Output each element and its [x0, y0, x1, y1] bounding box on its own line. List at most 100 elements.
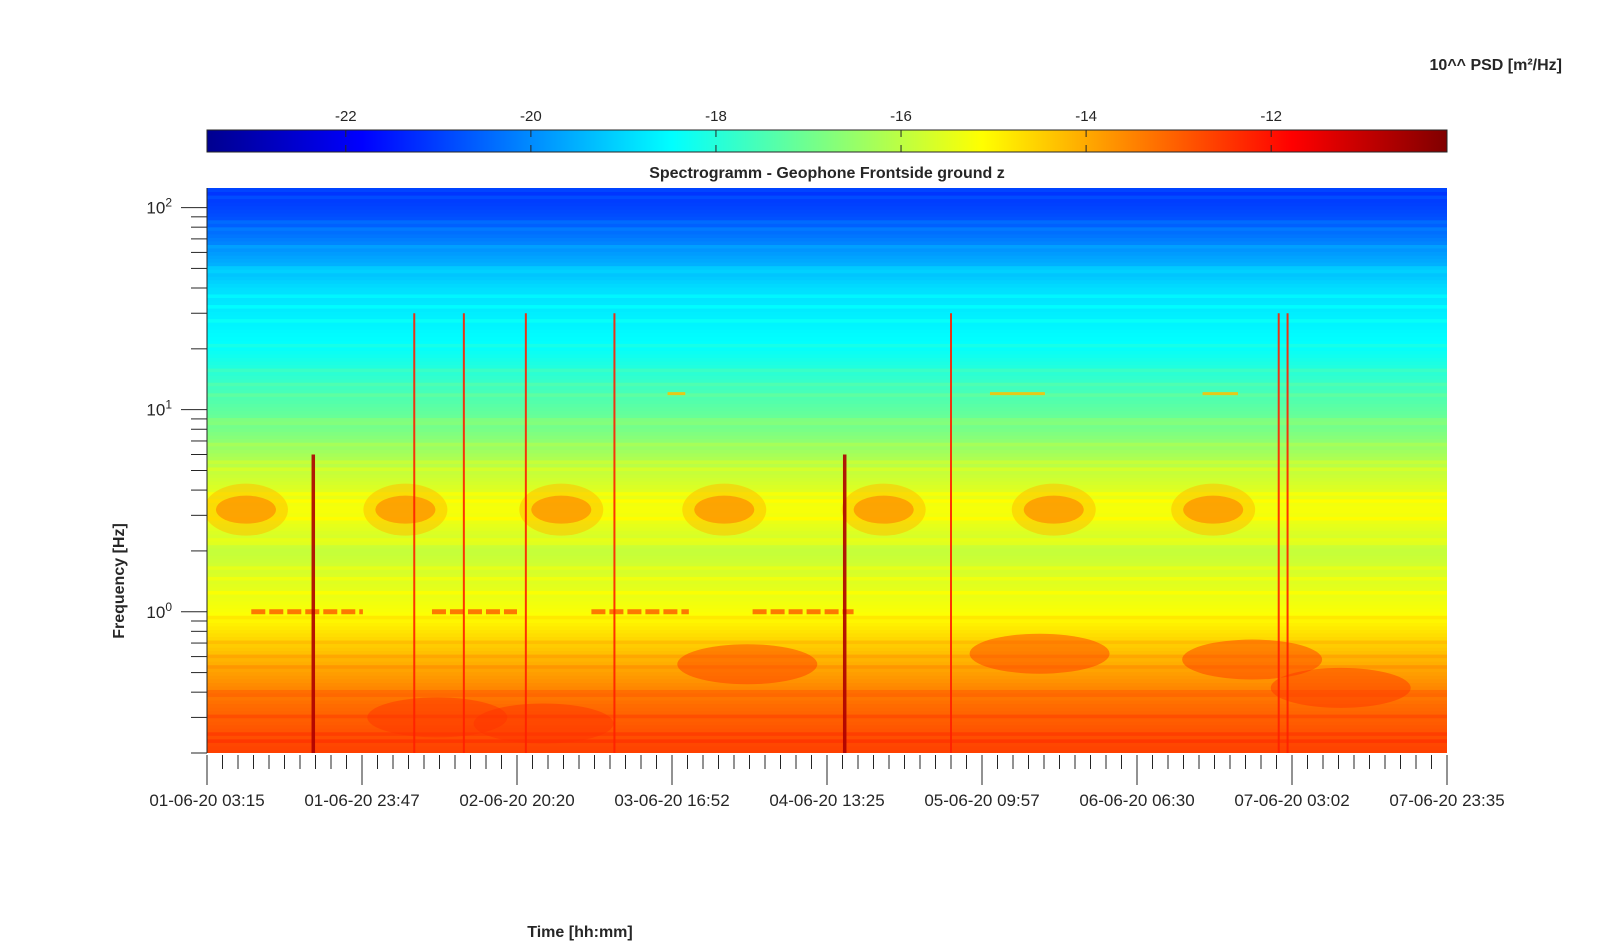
spectrum-band: [207, 685, 1447, 690]
spectrum-band: [207, 575, 1447, 581]
spectrum-band: [207, 328, 1447, 334]
spectrum-band: [207, 551, 1447, 556]
spectrum-band: [207, 593, 1447, 599]
spectrum-band: [207, 597, 1447, 602]
y-tick-exponent: 1: [165, 398, 172, 412]
spectrum-band: [207, 462, 1447, 468]
spectrum-band: [207, 734, 1447, 740]
spectrum-band: [207, 572, 1447, 577]
spectrum-band: [207, 741, 1447, 747]
spectrum-band: [207, 583, 1447, 588]
colorbar-ticks: -22 -20 -18 -16 -14 -12: [335, 108, 1282, 152]
spectrum-band: [207, 522, 1447, 528]
spectrum-band: [207, 720, 1447, 726]
spectrum-band: [207, 215, 1447, 221]
spectrum-band: [207, 378, 1447, 383]
spectrum-band: [207, 688, 1447, 694]
spectrum-band: [207, 590, 1447, 595]
spectrum-band: [207, 452, 1447, 457]
spectrum-band: [207, 307, 1447, 313]
x-tick-label: 05-06-20 09:57: [924, 791, 1039, 810]
spectrum-band: [207, 226, 1447, 231]
spectrum-band: [207, 371, 1447, 376]
spectrum-band: [207, 667, 1447, 673]
spectrum-band: [207, 381, 1447, 387]
daily-burst-core: [1023, 495, 1084, 524]
spectrum-band: [207, 300, 1447, 306]
spectrum-band: [207, 409, 1447, 415]
spectrum-band: [207, 388, 1447, 394]
low-frequency-patch: [473, 703, 614, 744]
spectrum-band: [207, 268, 1447, 274]
spectrum-band: [207, 660, 1447, 666]
spectrum-band: [207, 579, 1447, 584]
spectrum-band: [207, 731, 1447, 736]
x-tick-label: 06-06-20 06:30: [1079, 791, 1194, 810]
y-tick-base: 10: [146, 603, 165, 622]
y-tick-exponent: 2: [165, 196, 172, 210]
y-tick-label: 101: [146, 398, 172, 420]
spectrum-band: [207, 392, 1447, 397]
spectrum-band: [207, 473, 1447, 479]
spectrum-band: [207, 342, 1447, 348]
spectrum-band: [207, 625, 1447, 630]
spectrum-band: [207, 586, 1447, 592]
spectrum-band: [207, 441, 1447, 447]
spectrum-band: [207, 639, 1447, 645]
y-tick-label: 100: [146, 600, 172, 622]
spectrum-band: [207, 470, 1447, 475]
low-frequency-patch: [1270, 667, 1411, 708]
spectrum-band: [207, 618, 1447, 623]
spectrum-band: [207, 296, 1447, 302]
spectrum-band: [207, 258, 1447, 263]
spectrum-band: [207, 699, 1447, 705]
spectrum-band: [207, 547, 1447, 553]
spectrum-band: [207, 717, 1447, 722]
spectrum-band: [207, 448, 1447, 454]
spectrum-band: [207, 438, 1447, 443]
spectrum-band: [207, 519, 1447, 524]
spectrum-band: [207, 505, 1447, 510]
x-tick-label: 07-06-20 23:35: [1389, 791, 1504, 810]
spectrum-band: [207, 455, 1447, 461]
spectrum-band: [207, 681, 1447, 687]
x-tick-label: 07-06-20 03:02: [1234, 791, 1349, 810]
spectrum-band: [207, 339, 1447, 344]
spectrum-band: [207, 417, 1447, 422]
spectrum-band: [207, 318, 1447, 323]
spectrum-band: [207, 678, 1447, 683]
spectrum-band: [207, 540, 1447, 546]
spectrum-band: [207, 657, 1447, 662]
spectrum-band: [207, 710, 1447, 715]
spectrum-band: [207, 544, 1447, 549]
spectrum-band: [207, 360, 1447, 366]
spectrum-band: [207, 621, 1447, 627]
spectrum-band: [207, 420, 1447, 426]
y-axis-label: Frequency [Hz]: [111, 523, 128, 639]
colorbar-label: 10^^ PSD [m²/Hz]: [1430, 57, 1562, 74]
colorbar-tick-label: -20: [520, 108, 542, 125]
spectrum-band: [207, 431, 1447, 436]
daily-burst-core: [694, 495, 755, 524]
spectrum-band: [207, 191, 1447, 196]
spectrum-band: [207, 399, 1447, 404]
spectrum-band: [207, 402, 1447, 408]
y-tick-exponent: 0: [165, 600, 172, 614]
spectrum-band: [207, 508, 1447, 514]
spectrum-band: [207, 632, 1447, 637]
x-axis: 01-06-20 03:15 01-06-20 23:47 02-06-20 20:…: [149, 755, 1505, 810]
daily-burst-core: [531, 495, 592, 524]
low-frequency-patch: [677, 644, 818, 685]
spectrum-band: [207, 311, 1447, 316]
spectrum-band: [207, 272, 1447, 277]
colorbar-gradient: [206, 129, 1448, 153]
spectrum-band: [207, 628, 1447, 634]
spectrum-band: [207, 653, 1447, 659]
x-axis-label: Time [hh:mm]: [527, 924, 632, 941]
spectrum-band: [207, 533, 1447, 539]
spectrum-band: [207, 254, 1447, 260]
spectrum-band: [207, 650, 1447, 655]
spectrum-band: [207, 745, 1447, 750]
spectrum-band: [207, 406, 1447, 411]
